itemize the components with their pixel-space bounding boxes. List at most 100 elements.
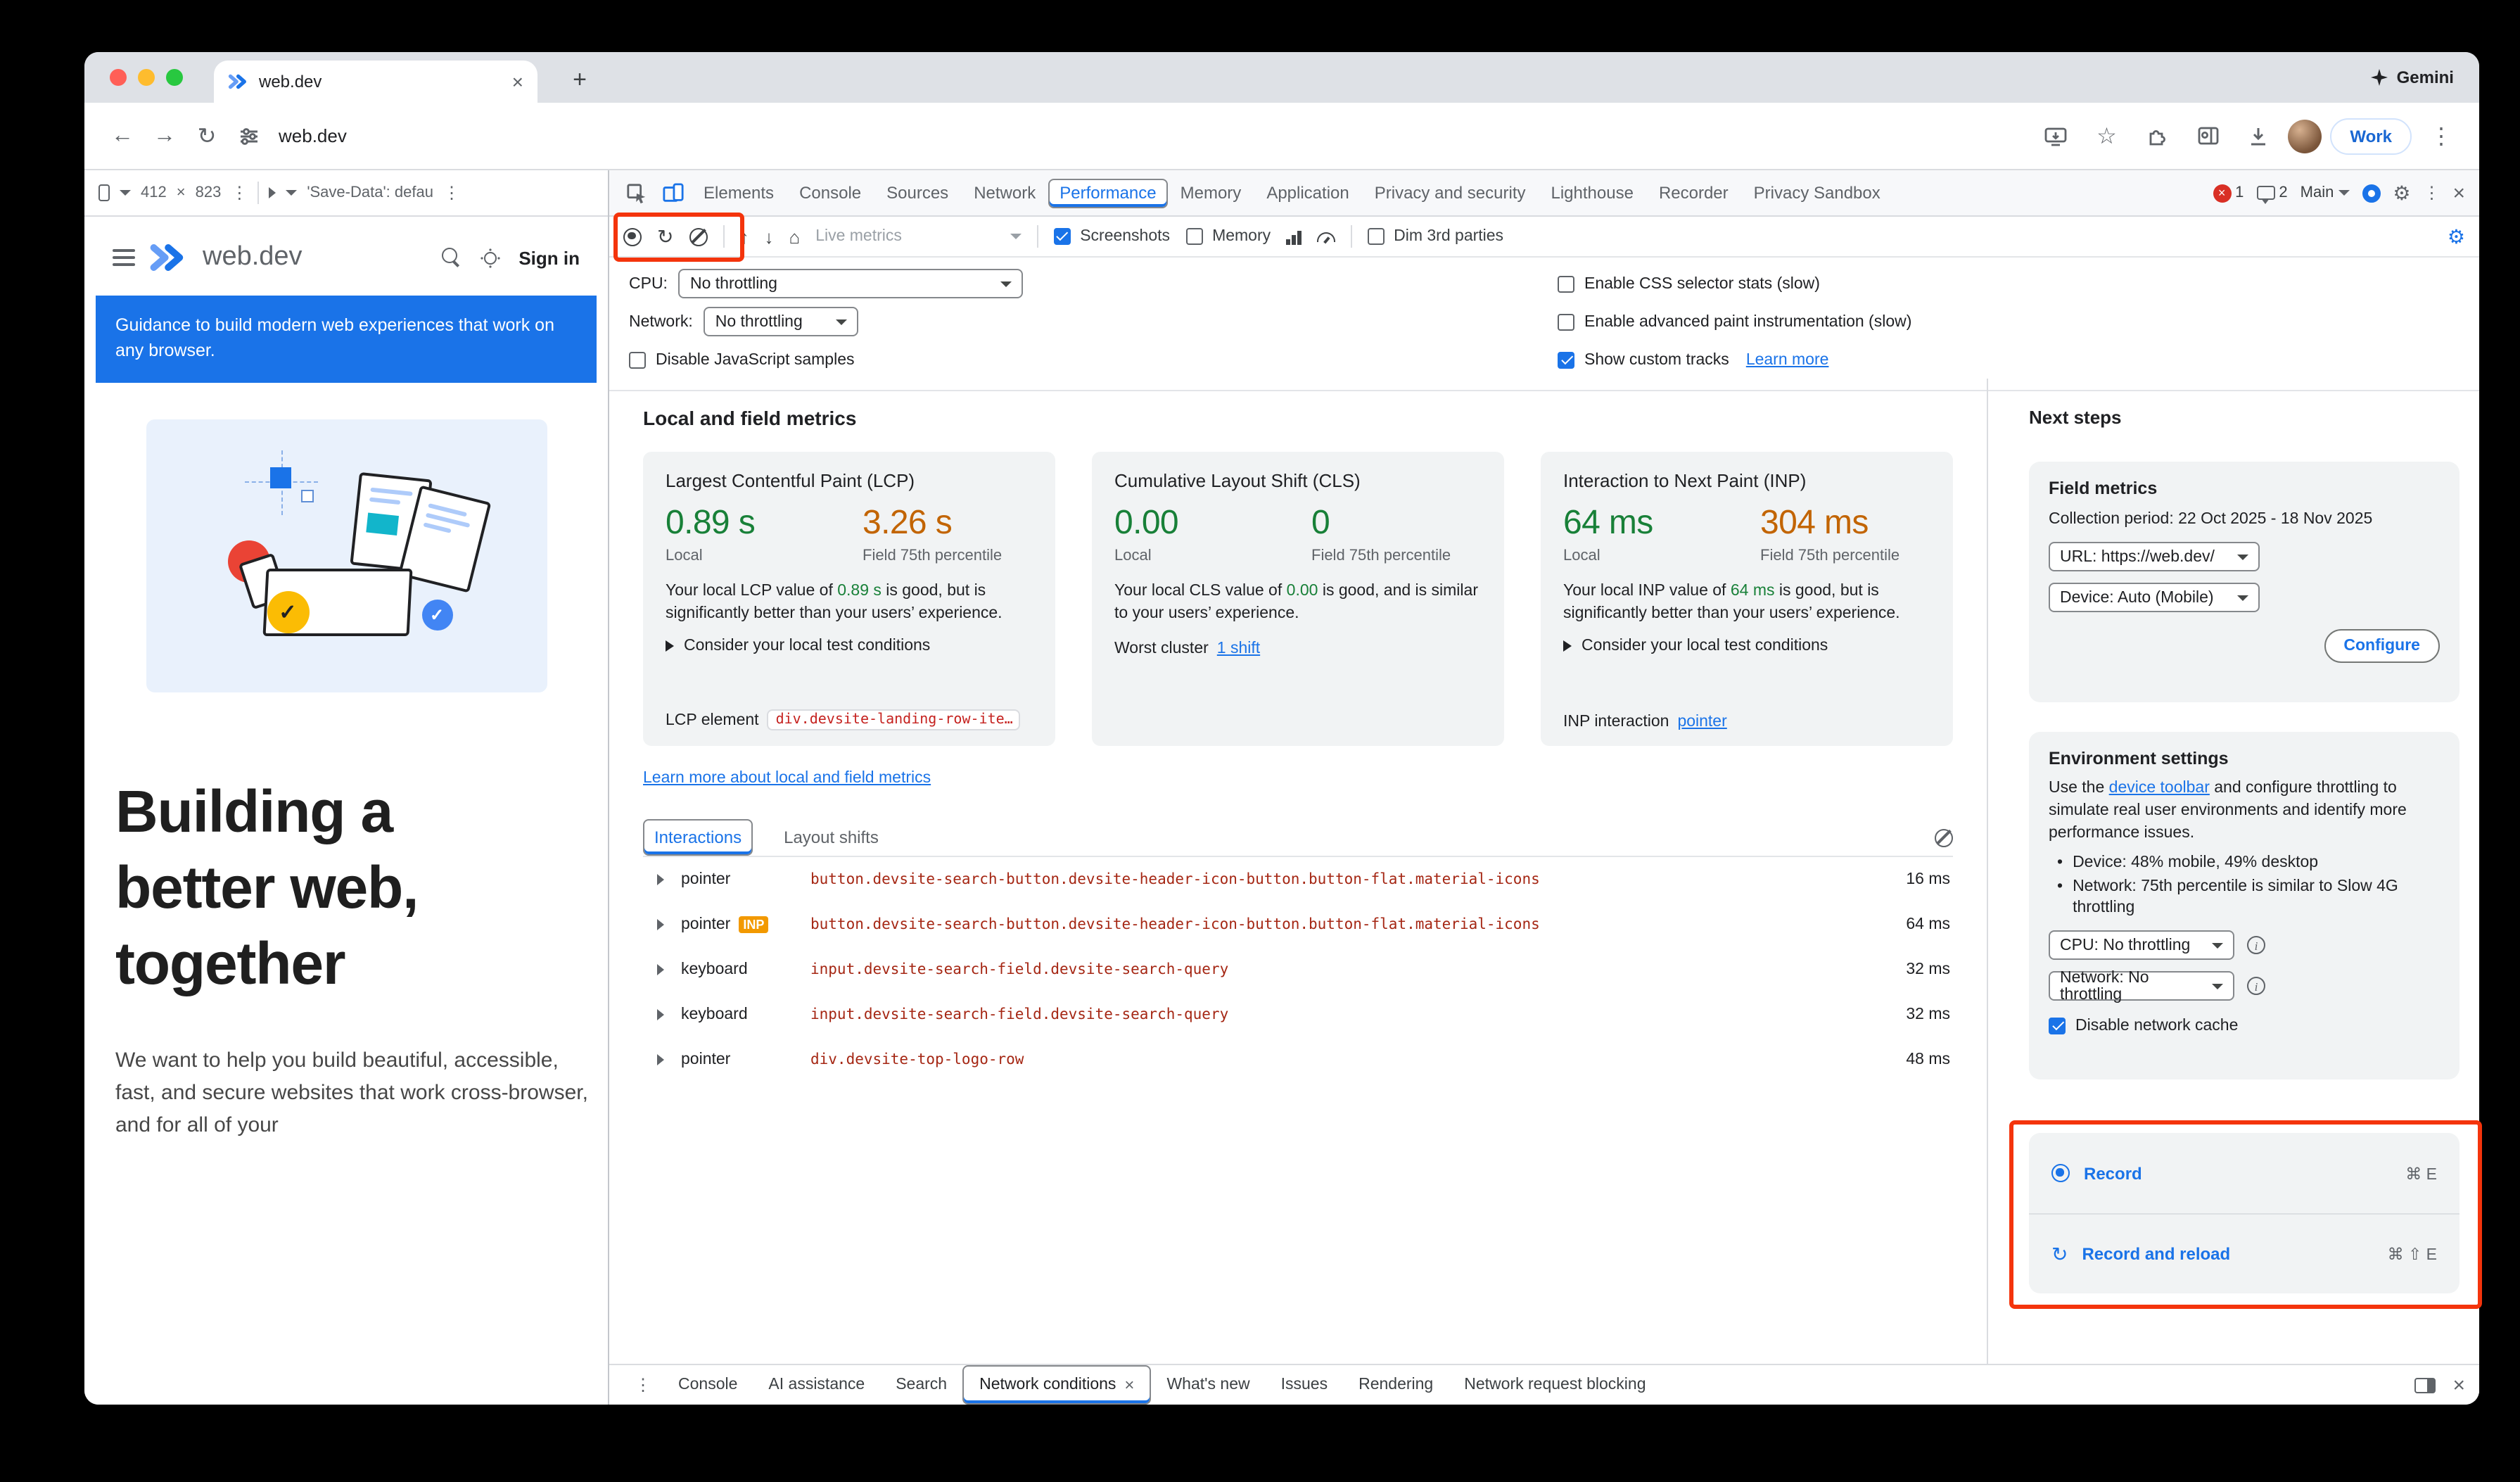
tab-privacy-sandbox[interactable]: Privacy Sandbox <box>1753 183 1881 203</box>
env-cpu-select[interactable]: CPU: No throttling <box>2049 930 2234 960</box>
new-tab-button[interactable]: + <box>573 66 587 93</box>
record-button[interactable]: Record ⌘ E <box>2029 1133 2459 1213</box>
download-profile-icon[interactable]: ↓ <box>764 226 774 247</box>
css-selector-stats-checkbox[interactable]: Enable CSS selector stats (slow) <box>1558 275 1820 292</box>
tab-sources[interactable]: Sources <box>886 183 949 203</box>
drawer-tab-console[interactable]: Console <box>678 1376 738 1393</box>
theme-toggle-icon[interactable] <box>483 251 497 264</box>
back-icon[interactable]: ← <box>111 123 134 147</box>
webdev-logo-text[interactable]: web.dev <box>203 242 303 272</box>
install-page-icon[interactable] <box>2035 115 2077 157</box>
disable-network-cache-checkbox[interactable]: Disable network cache <box>2049 1018 2440 1034</box>
drawer-tab-rendering[interactable]: Rendering <box>1358 1376 1434 1393</box>
metrics-learn-more-link[interactable]: Learn more about local and field metrics <box>643 770 931 787</box>
tab-privacy-and-security[interactable]: Privacy and security <box>1374 183 1526 203</box>
throttle-icon[interactable] <box>269 187 276 198</box>
device-toolbar-toggle-icon[interactable] <box>654 176 691 210</box>
cpu-throttle-icon[interactable] <box>1316 232 1335 241</box>
tab-console[interactable]: Console <box>799 183 862 203</box>
custom-tracks-checkbox[interactable]: Show custom tracks <box>1558 351 1729 368</box>
custom-tracks-learn-more-link[interactable]: Learn more <box>1745 351 1829 368</box>
lcp-test-conditions-expander[interactable]: Consider your local test conditions <box>666 638 1033 654</box>
row-expand-icon[interactable] <box>657 1009 664 1020</box>
tab-lighthouse[interactable]: Lighthouse <box>1551 183 1634 203</box>
cpu-throttling-select[interactable]: No throttling <box>678 269 1024 298</box>
bookmark-star-icon[interactable]: ☆ <box>2096 125 2117 148</box>
configure-button[interactable]: Configure <box>2324 629 2440 663</box>
device-width[interactable]: 412 <box>141 184 167 201</box>
upload-profile-icon[interactable]: ↑ <box>739 226 749 247</box>
live-metrics-home-icon[interactable]: ⌂ <box>789 226 801 247</box>
zoom-window-button[interactable] <box>166 69 183 86</box>
minimize-window-button[interactable] <box>138 69 155 86</box>
interaction-target[interactable]: div.devsite-top-logo-row <box>810 1051 1024 1068</box>
paint-instrumentation-checkbox[interactable]: Enable advanced paint instrumentation (s… <box>1558 313 1911 330</box>
profile-chip[interactable]: Work <box>2330 118 2412 154</box>
tab-layout-shifts[interactable]: Layout shifts <box>784 828 879 847</box>
browser-tab[interactable]: web.dev × <box>214 61 537 103</box>
lcp-element-chip[interactable]: div.devsite-landing-row-ite… <box>767 709 1021 730</box>
close-window-button[interactable] <box>110 69 127 86</box>
devtools-close-icon[interactable]: × <box>2452 181 2465 205</box>
network-info-icon[interactable]: i <box>2247 977 2265 995</box>
extensions-icon[interactable] <box>2136 115 2178 157</box>
row-expand-icon[interactable] <box>657 1054 664 1065</box>
device-toolbar-link[interactable]: device toolbar <box>2108 780 2210 797</box>
devtools-menu-icon[interactable]: ⋮ <box>2423 183 2441 203</box>
browser-menu-icon[interactable]: ⋮ <box>2430 125 2452 148</box>
device-more-icon[interactable]: ⋮ <box>231 183 248 203</box>
drawer-tab-close-icon[interactable]: × <box>1124 1375 1135 1395</box>
device-icon[interactable] <box>98 184 110 201</box>
drawer-tab-issues[interactable]: Issues <box>1280 1376 1328 1393</box>
field-device-select[interactable]: Device: Auto (Mobile) <box>2049 583 2260 612</box>
profile-avatar[interactable] <box>2288 119 2322 153</box>
tab-recorder[interactable]: Recorder <box>1658 183 1729 203</box>
tab-close-icon[interactable]: × <box>511 70 523 93</box>
drawer-menu-icon[interactable]: ⋮ <box>635 1375 651 1395</box>
row-expand-icon[interactable] <box>657 919 664 930</box>
tab-interactions[interactable]: Interactions <box>643 819 753 856</box>
interaction-target[interactable]: button.devsite-search-button.devsite-hea… <box>810 871 1540 888</box>
drawer-layout-icon[interactable] <box>2414 1377 2436 1393</box>
tab-elements[interactable]: Elements <box>704 183 775 203</box>
interaction-target[interactable]: button.devsite-search-button.devsite-hea… <box>810 916 1540 933</box>
drawer-close-icon[interactable]: × <box>2452 1373 2465 1397</box>
history-select[interactable]: Live metrics <box>815 228 1022 245</box>
clear-icon[interactable] <box>689 227 708 246</box>
throttle-chevron-icon[interactable] <box>286 190 298 196</box>
record-and-reload-button[interactable]: ↻ Record and reload ⌘ ⇧ E <box>2029 1213 2459 1293</box>
drawer-tab-network-request-blocking[interactable]: Network request blocking <box>1464 1376 1646 1393</box>
inp-interaction-link[interactable]: pointer <box>1677 714 1727 730</box>
cls-worst-cluster-link[interactable]: 1 shift <box>1216 640 1261 657</box>
tab-performance[interactable]: Performance <box>1048 178 1168 208</box>
interaction-target[interactable]: input.devsite-search-field.devsite-searc… <box>810 961 1229 978</box>
disable-js-samples-checkbox[interactable]: Disable JavaScript samples <box>629 351 855 368</box>
record-reload-icon[interactable]: ↻ <box>657 224 674 247</box>
inspect-element-icon[interactable] <box>618 176 654 210</box>
capture-settings-icon[interactable]: ⚙ <box>2447 224 2465 247</box>
inp-test-conditions-expander[interactable]: Consider your local test conditions <box>1563 638 1930 654</box>
interaction-target[interactable]: input.devsite-search-field.devsite-searc… <box>810 1006 1229 1023</box>
forward-icon[interactable]: → <box>153 123 176 147</box>
error-badge[interactable]: × 1 <box>2213 184 2244 202</box>
field-url-select[interactable]: URL: https://web.dev/ <box>2049 542 2260 571</box>
devtools-settings-icon[interactable]: ⚙ <box>2393 181 2411 203</box>
hamburger-menu-icon[interactable] <box>113 249 135 266</box>
drawer-tab-ai-assistance[interactable]: AI assistance <box>768 1376 865 1393</box>
row-expand-icon[interactable] <box>657 964 664 975</box>
sign-in-link[interactable]: Sign in <box>518 247 580 268</box>
memory-checkbox[interactable]: Memory <box>1185 228 1271 245</box>
search-icon[interactable] <box>441 248 461 267</box>
dim-3rd-parties-checkbox[interactable]: Dim 3rd parties <box>1367 228 1503 245</box>
reload-icon[interactable]: ↻ <box>197 125 217 148</box>
site-settings-icon[interactable] <box>228 115 270 157</box>
downloads-icon[interactable] <box>2237 115 2279 157</box>
interaction-row[interactable]: pointer INP button.devsite-search-button.… <box>643 902 1953 947</box>
drawer-tab-search[interactable]: Search <box>896 1376 948 1393</box>
context-selector[interactable]: Main <box>2301 184 2350 201</box>
row-expand-icon[interactable] <box>657 874 664 885</box>
interaction-row[interactable]: pointer div.devsite-top-logo-row 48 ms <box>643 1037 1953 1082</box>
device-select-chevron-icon[interactable] <box>120 190 131 196</box>
env-network-select[interactable]: Network: No throttling <box>2049 969 2234 1003</box>
network-throttle-icon[interactable] <box>1286 229 1302 244</box>
